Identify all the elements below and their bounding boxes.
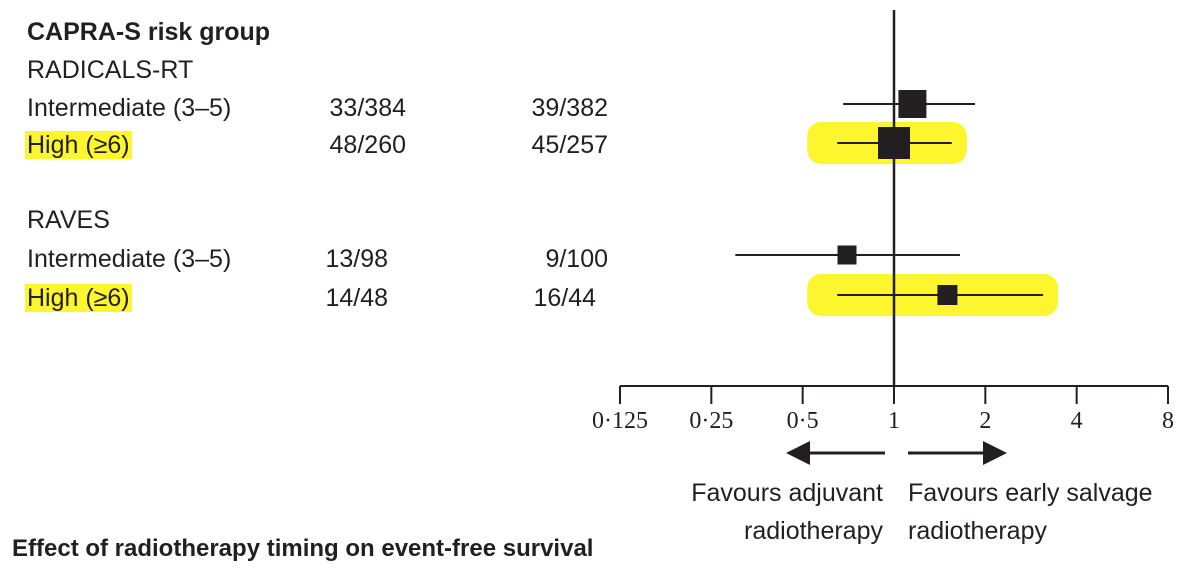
point-estimate bbox=[898, 90, 927, 118]
x-tick-label: 8 bbox=[1162, 408, 1174, 434]
row-radicals-intermediate-col2: 39/382 bbox=[531, 94, 608, 122]
x-tick-label: 2 bbox=[979, 408, 991, 434]
x-tick-label: 0·25 bbox=[689, 408, 733, 434]
right-arrow-head bbox=[983, 441, 1007, 465]
x-tick-label: 4 bbox=[1071, 408, 1083, 434]
row-label-raves-intermediate: Intermediate (3–5) bbox=[27, 245, 232, 273]
group-label-raves: RAVES bbox=[27, 206, 110, 234]
x-tick-label: 0·125 bbox=[592, 408, 648, 434]
row-label-raves-high: High (≥6) bbox=[25, 284, 132, 312]
row-raves-high-col1: 14/48 bbox=[325, 284, 388, 312]
highlight-layer bbox=[807, 122, 1059, 316]
row-radicals-high-col1: 48/260 bbox=[329, 131, 406, 159]
row-radicals-high-col2: 45/257 bbox=[531, 131, 608, 159]
row-raves-high-col2: 16/44 bbox=[533, 284, 596, 312]
point-estimate bbox=[878, 127, 910, 159]
row-radicals-intermediate-col1: 33/384 bbox=[329, 94, 406, 122]
row-raves-intermediate-col2: 9/100 bbox=[545, 245, 608, 273]
risk-group-header: CAPRA-S risk group bbox=[27, 18, 271, 46]
row-label-raves-high-wrap: High (≥6) bbox=[25, 283, 132, 313]
row-label-radicals-high-wrap: High (≥6) bbox=[25, 130, 132, 160]
favours-right-line1: Favours early salvage bbox=[908, 479, 1153, 507]
row-raves-intermediate-col1: 13/98 bbox=[325, 245, 388, 273]
left-arrow-head bbox=[786, 441, 810, 465]
favours-left-line2: radiotherapy bbox=[744, 517, 883, 545]
x-axis-ticks: 0·125 0·25 0·5 1 2 4 8 bbox=[592, 386, 1174, 434]
favours-arrows bbox=[786, 441, 1007, 465]
estimate-marks bbox=[735, 90, 1044, 305]
x-tick-label: 1 bbox=[888, 408, 900, 434]
point-estimate bbox=[837, 245, 857, 265]
group-label-radicals-rt: RADICALS-RT bbox=[27, 56, 194, 84]
row-label-radicals-intermediate: Intermediate (3–5) bbox=[27, 94, 232, 122]
favours-left-line1: Favours adjuvant bbox=[691, 479, 883, 507]
row-label-radicals-high: High (≥6) bbox=[25, 131, 132, 159]
x-tick-label: 0·5 bbox=[787, 408, 819, 434]
figure-caption: Effect of radiotherapy timing on event-f… bbox=[12, 535, 594, 562]
point-estimate bbox=[937, 285, 958, 305]
favours-right-line2: radiotherapy bbox=[908, 517, 1047, 545]
